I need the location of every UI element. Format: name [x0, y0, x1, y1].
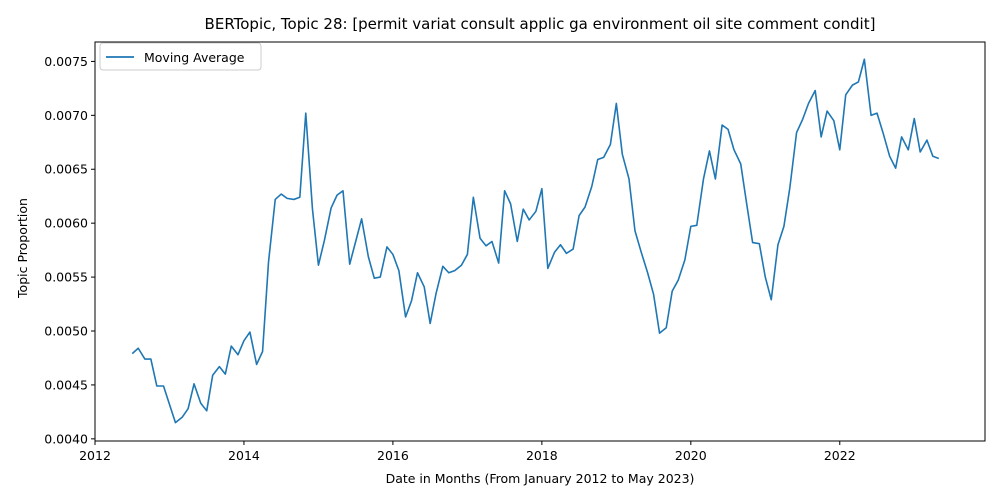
y-tick-label: 0.0050 [44, 324, 88, 339]
plot-area [94, 41, 986, 442]
legend: Moving Average [99, 42, 262, 71]
legend-box [99, 42, 262, 71]
x-tick-label: 2018 [526, 448, 558, 463]
plot-frame [94, 41, 986, 442]
y-tick-label: 0.0065 [44, 162, 88, 177]
series-line-moving-average [131, 58, 940, 424]
y-tick-label: 0.0040 [44, 431, 88, 446]
y-axis: 0.0040 0.0045 0.0050 0.0055 0.0060 0.0065 0.00… [44, 54, 95, 446]
y-tick-label: 0.0045 [44, 377, 88, 392]
x-tick-label: 2022 [824, 448, 856, 463]
x-axis: 2012 2014 2016 2018 2020 2022 [79, 441, 856, 463]
legend-label: Moving Average [144, 50, 245, 65]
y-axis-title: Topic Proportion [15, 198, 30, 299]
x-tick-label: 2012 [79, 448, 111, 463]
x-tick-label: 2016 [377, 448, 409, 463]
y-tick-label: 0.0070 [44, 108, 88, 123]
x-axis-title: Date in Months (From January 2012 to May… [386, 471, 695, 486]
y-tick-label: 0.0075 [44, 54, 88, 69]
y-tick-label: 0.0060 [44, 216, 88, 231]
y-tick-label: 0.0055 [44, 270, 88, 285]
chart-title: BERTopic, Topic 28: [permit variat consu… [205, 15, 876, 33]
x-tick-label: 2020 [675, 448, 707, 463]
x-tick-label: 2014 [228, 448, 260, 463]
